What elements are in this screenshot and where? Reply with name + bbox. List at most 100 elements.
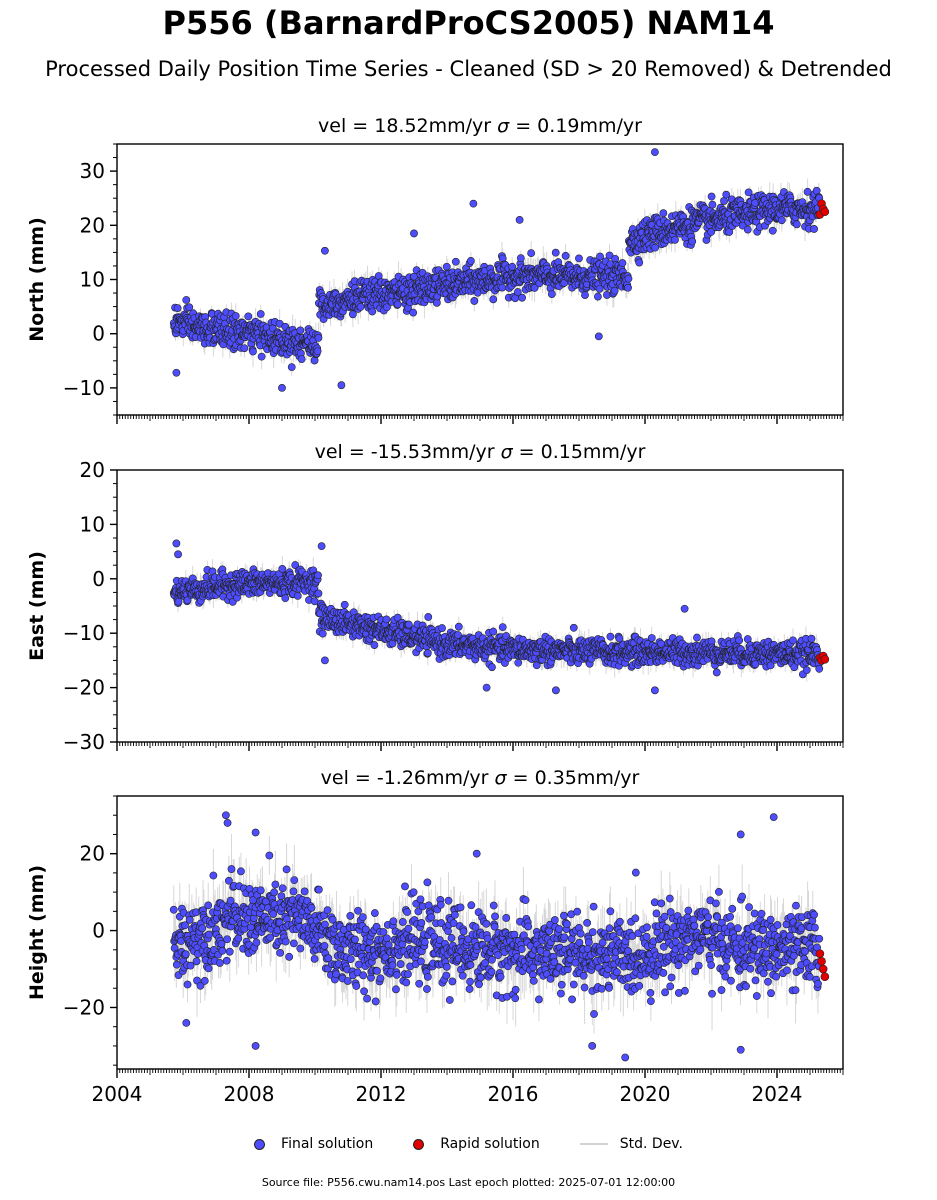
- final-solution-point: [314, 334, 323, 342]
- final-solution-point: [482, 683, 491, 692]
- final-solution-point: [320, 656, 329, 665]
- final-solution-point: [551, 248, 560, 257]
- final-solution-point: [185, 303, 194, 312]
- final-solution-point: [297, 355, 306, 363]
- panel-title-sigma-value: = 0.19mm/yr: [509, 115, 642, 137]
- final-solution-point: [296, 326, 305, 335]
- final-solution-point: [314, 589, 323, 598]
- final-solution-point: [651, 243, 660, 252]
- final-solution-point: [488, 663, 496, 672]
- panel-title-sigma-symbol: σ: [497, 115, 510, 137]
- final-solution-point: [172, 539, 181, 548]
- final-solution-point: [527, 249, 536, 258]
- final-solution-point: [293, 591, 302, 600]
- final-solution-point: [256, 310, 265, 318]
- final-solution-point: [310, 356, 319, 365]
- final-solution-point: [624, 274, 633, 283]
- final-solution-point: [337, 381, 346, 390]
- panel-1: vel = 18.52mm/yr σ = 0.19mm/yr North (mm)…: [26, 115, 844, 424]
- final-solution-point: [707, 228, 716, 236]
- final-solution-point: [688, 237, 697, 246]
- y-tick-label: 20: [80, 458, 105, 482]
- final-solution-point: [340, 600, 349, 609]
- final-solution-point: [635, 258, 644, 267]
- y-tick-label: −10: [63, 621, 105, 645]
- final-solution-point: [240, 344, 249, 353]
- final-solution-point: [368, 307, 377, 316]
- plot-frame: [116, 469, 844, 743]
- final-solution-point: [314, 571, 322, 580]
- final-solution-point: [451, 257, 460, 266]
- y-tick-label: −30: [63, 730, 105, 754]
- final-solution-point: [671, 235, 679, 244]
- final-solution-point: [278, 383, 286, 392]
- final-solution-point: [595, 284, 604, 293]
- final-solution-point: [313, 347, 322, 356]
- final-solution-point: [803, 187, 812, 196]
- final-solution-point: [518, 293, 527, 302]
- final-solution-point: [807, 634, 816, 643]
- final-solution-point: [594, 292, 602, 301]
- final-solution-point: [712, 668, 721, 677]
- final-solution-point: [707, 192, 716, 201]
- final-solution-point: [244, 312, 253, 321]
- rapid-solution-point: [820, 655, 830, 664]
- final-solution-point: [513, 288, 522, 296]
- final-solution-point: [744, 188, 753, 197]
- final-solution-point: [693, 633, 701, 642]
- rapid-solution-points: [815, 199, 830, 219]
- final-solution-point: [432, 298, 441, 307]
- final-solution-point: [789, 636, 797, 645]
- final-solution-point: [469, 199, 478, 208]
- final-solution-point: [281, 594, 290, 603]
- final-solution-point: [561, 251, 570, 260]
- final-solution-point: [552, 686, 560, 695]
- final-solution-point: [547, 290, 556, 298]
- final-solution-point: [174, 597, 183, 606]
- final-solution-point: [624, 283, 632, 292]
- final-solution-point: [348, 310, 357, 319]
- final-solution-point: [318, 629, 327, 638]
- y-tick-label: 30: [80, 159, 105, 183]
- final-solution-point: [743, 225, 752, 234]
- final-solution-point: [489, 627, 498, 636]
- final-solution-point: [370, 641, 379, 649]
- panel-title-velocity: vel = -15.53mm/yr: [315, 441, 501, 463]
- final-solution-point: [423, 649, 432, 657]
- final-solution-point: [317, 542, 326, 551]
- final-solution-point: [410, 229, 418, 238]
- panel-title-sigma-value: = 0.15mm/yr: [513, 441, 646, 463]
- final-solution-point: [569, 623, 578, 632]
- final-solution-point: [174, 550, 182, 559]
- final-solution-point: [470, 297, 479, 305]
- final-solution-point: [651, 686, 659, 695]
- final-solution-point: [514, 658, 523, 667]
- final-solution-point: [610, 286, 619, 295]
- final-solution-point: [647, 634, 656, 642]
- final-solution-point: [515, 215, 524, 224]
- panel-title: vel = -15.53mm/yr σ = 0.15mm/yr: [315, 441, 646, 463]
- final-solution-point: [438, 624, 446, 632]
- chart-subtitle: Processed Daily Position Time Series - C…: [45, 57, 892, 81]
- final-solution-point: [249, 347, 257, 356]
- final-solution-point: [516, 254, 525, 263]
- final-solution-point: [735, 636, 744, 645]
- final-solution-point: [172, 368, 181, 377]
- final-solution-point: [404, 620, 413, 629]
- final-solution-point: [815, 664, 824, 673]
- final-solution-point: [182, 296, 191, 304]
- final-solution-point: [173, 304, 182, 313]
- final-solution-point: [618, 259, 627, 267]
- chart-title: P556 (BarnardProCS2005) NAM14: [162, 4, 775, 42]
- final-solution-point: [320, 246, 329, 255]
- y-axis-label: North (mm): [26, 217, 48, 342]
- final-solution-point: [489, 295, 498, 304]
- final-solution-point: [651, 148, 659, 157]
- final-solution-point: [393, 300, 402, 309]
- final-solution-point: [575, 254, 583, 263]
- y-axis-label: East (mm): [26, 551, 48, 661]
- final-solution-point: [810, 225, 818, 233]
- final-solution-point: [498, 283, 507, 292]
- final-solution-point: [424, 613, 433, 621]
